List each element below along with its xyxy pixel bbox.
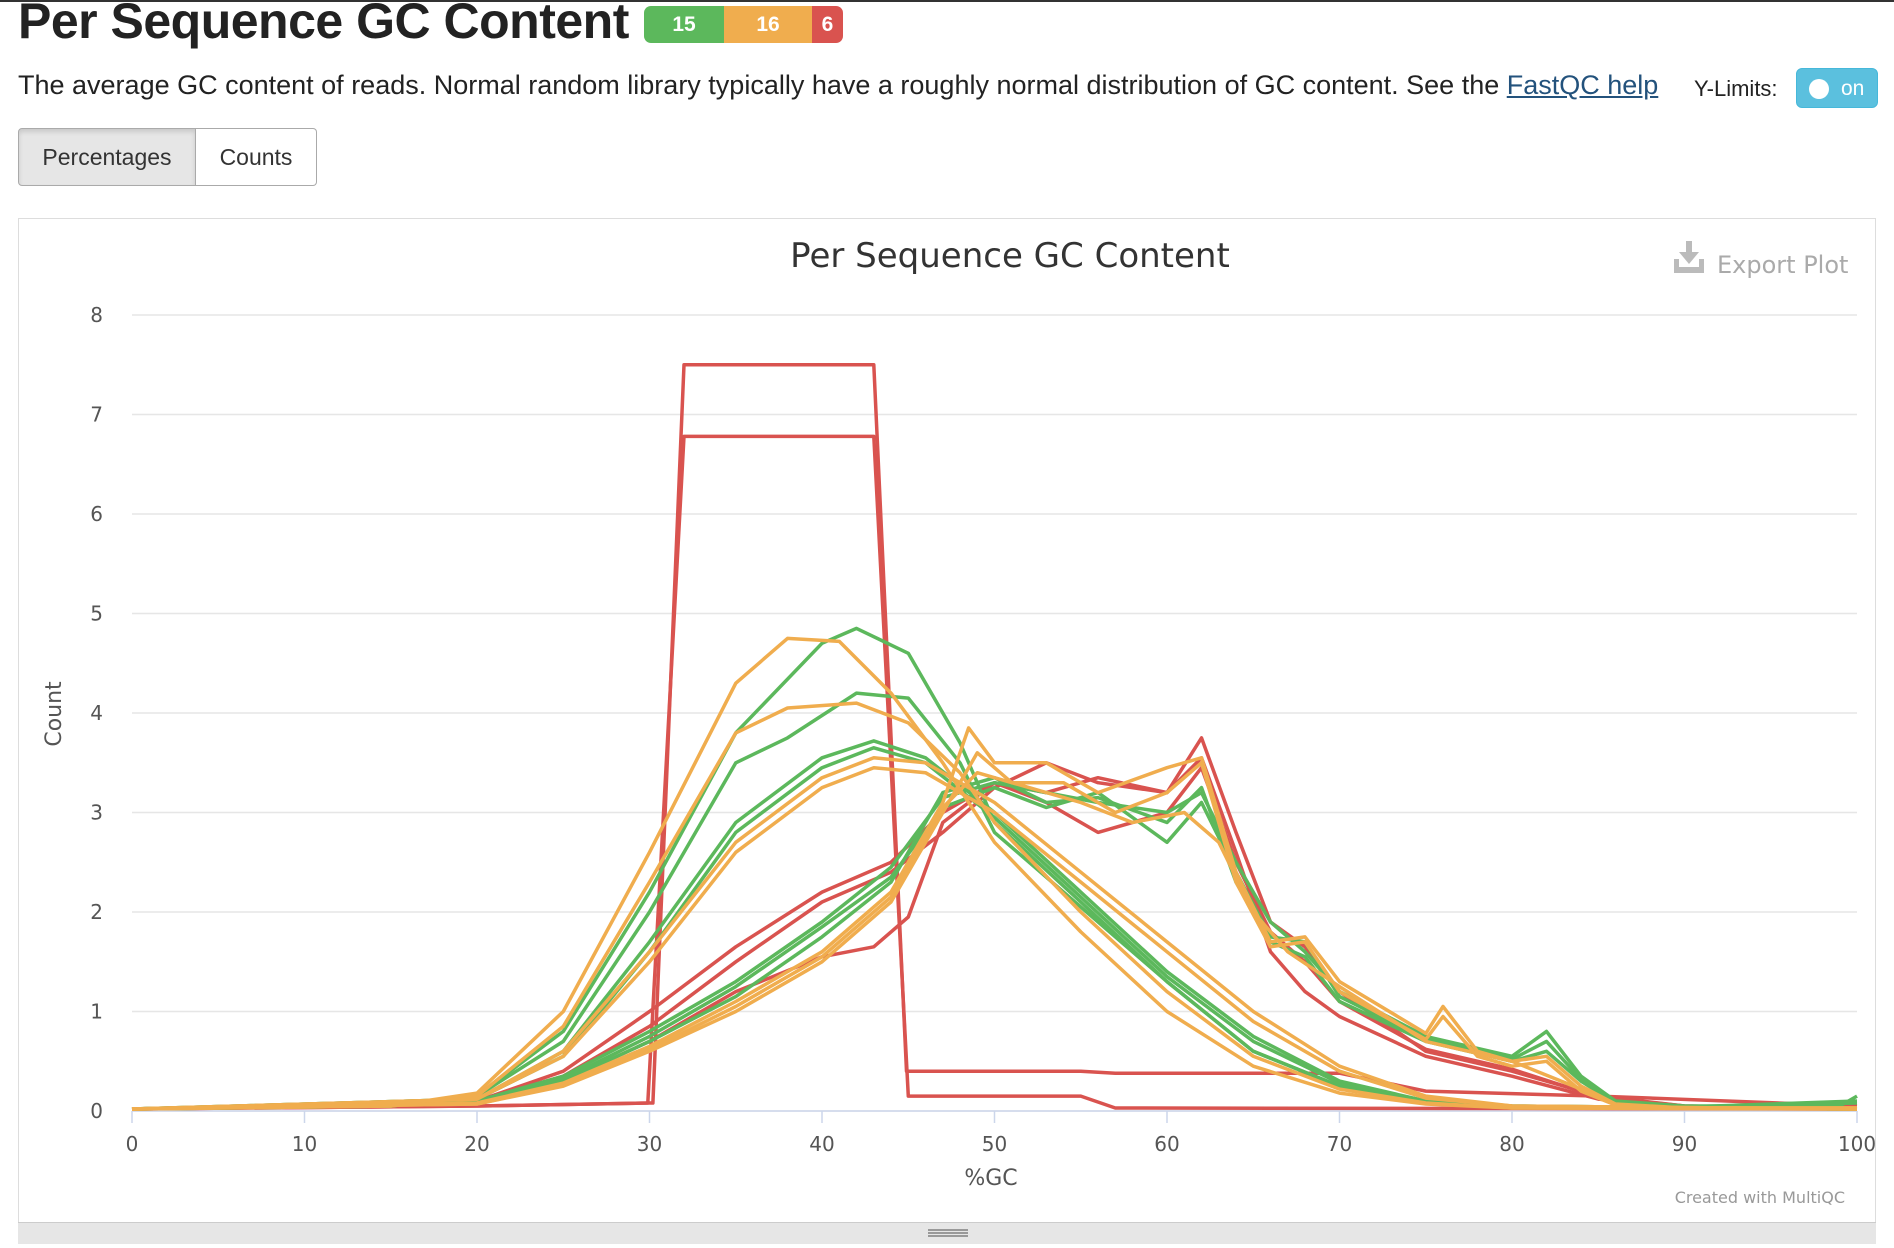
series-line-fail-1[interactable] — [131, 363, 1858, 1111]
series-line-warn-14[interactable] — [131, 701, 1858, 1111]
y-tick-label: 2 — [90, 900, 103, 924]
description-text: The average GC content of reads. Normal … — [18, 70, 1507, 100]
plot-resize-handle[interactable] — [18, 1222, 1876, 1244]
x-tick-labels: 0 10 20 30 40 50 60 70 80 90 100 — [126, 1111, 1876, 1156]
status-badges: 15 16 6 — [644, 6, 843, 43]
gc-content-chart: 0 1 2 3 4 5 6 7 8 0 10 20 30 40 50 60 70 80 90 100 Per Seq… — [42, 236, 1876, 1207]
series-line-warn-17[interactable] — [131, 726, 1857, 1111]
fail-count-badge[interactable]: 6 — [812, 6, 843, 43]
series-line-pass-8[interactable] — [131, 739, 1858, 1111]
x-tick-label: 50 — [982, 1132, 1007, 1156]
series-lines — [131, 363, 1858, 1111]
top-border-line — [0, 0, 1894, 2]
series-line-pass-7[interactable] — [131, 691, 1858, 1111]
x-tick-label: 20 — [464, 1132, 489, 1156]
download-icon — [1674, 241, 1704, 273]
x-tick-label: 0 — [126, 1132, 139, 1156]
ylimits-label: Y-Limits: — [1694, 76, 1778, 101]
y-tick-label: 3 — [90, 801, 103, 825]
y-tick-label: 0 — [90, 1099, 103, 1123]
y-tick-label: 6 — [90, 502, 103, 526]
section-title: Per Sequence GC Content — [18, 0, 629, 49]
y-tick-label: 8 — [90, 303, 103, 327]
x-tick-label: 30 — [637, 1132, 662, 1156]
series-line-warn-19[interactable] — [131, 770, 1857, 1111]
x-axis-label: %GC — [964, 1166, 1017, 1191]
series-line-fail-4[interactable] — [131, 756, 1858, 1111]
series-line-fail-2[interactable] — [131, 434, 1858, 1111]
plot-container: 0 1 2 3 4 5 6 7 8 0 10 20 30 40 50 60 70 80 90 100 Per Seq… — [18, 218, 1876, 1224]
series-line-pass-11[interactable] — [131, 775, 1858, 1111]
y-tick-label: 1 — [90, 1000, 103, 1024]
data-type-button-group: Percentages Counts — [18, 128, 317, 186]
y-tick-labels: 0 1 2 3 4 5 6 7 8 — [90, 303, 103, 1123]
warn-count-badge[interactable]: 16 — [724, 6, 812, 43]
fastqc-help-link[interactable]: FastQC help — [1506, 70, 1659, 100]
series-line-warn-13[interactable] — [131, 636, 1858, 1111]
series-line-pass-12[interactable] — [131, 785, 1858, 1111]
pass-count-badge[interactable]: 15 — [644, 6, 724, 43]
x-tick-label: 90 — [1672, 1132, 1697, 1156]
toggle-label: on — [1841, 77, 1865, 100]
x-tick-label: 80 — [1499, 1132, 1524, 1156]
chart-title: Per Sequence GC Content — [790, 236, 1230, 276]
y-tick-label: 7 — [90, 403, 103, 427]
series-line-pass-6[interactable] — [131, 626, 1858, 1111]
grip-lines-icon — [928, 1229, 968, 1237]
toggle-knob — [1809, 79, 1829, 99]
x-tick-label: 40 — [809, 1132, 834, 1156]
section-description: The average GC content of reads. Normal … — [18, 70, 1658, 101]
export-plot-label: Export Plot — [1717, 251, 1848, 279]
export-plot-button[interactable]: Export Plot — [1674, 241, 1848, 279]
x-tick-label: 70 — [1327, 1132, 1352, 1156]
y-axis-label: Count — [42, 681, 67, 747]
series-line-warn-18[interactable] — [131, 751, 1857, 1111]
percentages-button[interactable]: Percentages — [18, 128, 196, 186]
counts-button[interactable]: Counts — [196, 128, 317, 186]
series-line-fail-3[interactable] — [131, 736, 1858, 1111]
x-tick-label: 10 — [292, 1132, 317, 1156]
x-tick-label: 100 — [1838, 1132, 1876, 1156]
multiqc-credit[interactable]: Created with MultiQC — [1675, 1188, 1845, 1207]
y-tick-label: 5 — [90, 602, 103, 626]
ylimits-toggle[interactable]: on — [1796, 68, 1878, 108]
grid-lines — [132, 314, 1857, 1112]
y-tick-label: 4 — [90, 701, 103, 725]
x-tick-label: 60 — [1154, 1132, 1179, 1156]
